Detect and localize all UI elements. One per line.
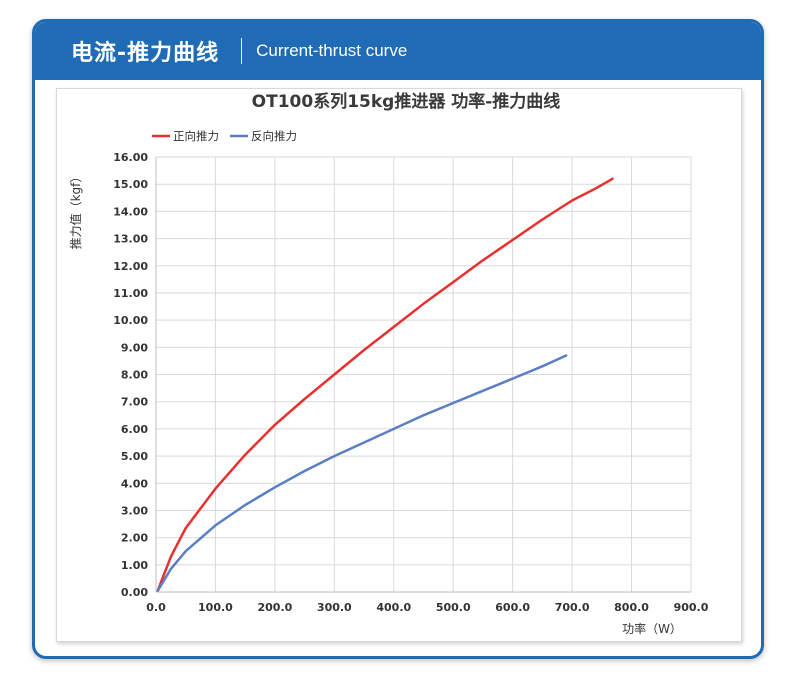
y-axis-label: 推力值（kgf） — [68, 171, 83, 250]
x-tick-label: 300.0 — [317, 601, 352, 614]
y-tick-label: 3.00 — [121, 504, 148, 517]
chart-panel — [56, 88, 742, 642]
x-tick-label: 200.0 — [257, 601, 292, 614]
x-tick-label: 600.0 — [495, 601, 530, 614]
header-title: 电流-推力曲线 — [71, 41, 220, 66]
grid-layer — [155, 156, 692, 593]
y-tick-label: 2.00 — [121, 532, 148, 545]
series-line-reverse — [156, 354, 568, 592]
y-tick-label: 5.00 — [121, 450, 148, 463]
y-tick-label: 15.00 — [113, 178, 148, 191]
chart-title: OT100系列15kg推进器 功率-推力曲线 — [252, 91, 561, 112]
x-tick-label: 800.0 — [614, 601, 649, 614]
x-axis-label: 功率（W） — [622, 621, 682, 636]
y-tick-label: 6.00 — [121, 423, 148, 436]
y-tick-label: 1.00 — [121, 559, 148, 572]
y-tick-label: 7.00 — [121, 396, 148, 409]
y-tick-label: 4.00 — [121, 477, 148, 490]
x-tick-label: 0.0 — [146, 601, 166, 614]
x-tick-label: 700.0 — [555, 601, 590, 614]
legend: 正向推力 反向推力 — [152, 129, 297, 143]
y-tick-label: 10.00 — [113, 314, 148, 327]
series-layer — [156, 177, 614, 592]
y-tick-label: 0.00 — [121, 586, 148, 599]
legend-label-forward: 正向推力 — [173, 129, 219, 143]
x-tick-label: 900.0 — [674, 601, 709, 614]
x-tick-label: 500.0 — [436, 601, 471, 614]
y-tick-label: 16.00 — [113, 151, 148, 164]
legend-label-reverse: 反向推力 — [251, 129, 297, 143]
x-tick-label: 400.0 — [376, 601, 411, 614]
y-tick-label: 11.00 — [113, 287, 148, 300]
y-tick-label: 13.00 — [113, 233, 148, 246]
series-line-forward — [156, 177, 614, 592]
y-tick-label: 8.00 — [121, 369, 148, 382]
header-divider — [241, 38, 243, 64]
y-tick-label: 14.00 — [113, 205, 148, 218]
header-subtitle: Current-thrust curve — [256, 41, 408, 60]
axis-layer: 0.00 1.00 2.00 3.00 4.00 5.00 6.00 7.00 8.00 9.00… — [113, 151, 709, 614]
y-tick-label: 12.00 — [113, 260, 148, 273]
header-bar: 电流-推力曲线 Current-thrust curve — [35, 22, 761, 80]
y-tick-label: 9.00 — [121, 341, 148, 354]
x-tick-label: 100.0 — [198, 601, 233, 614]
